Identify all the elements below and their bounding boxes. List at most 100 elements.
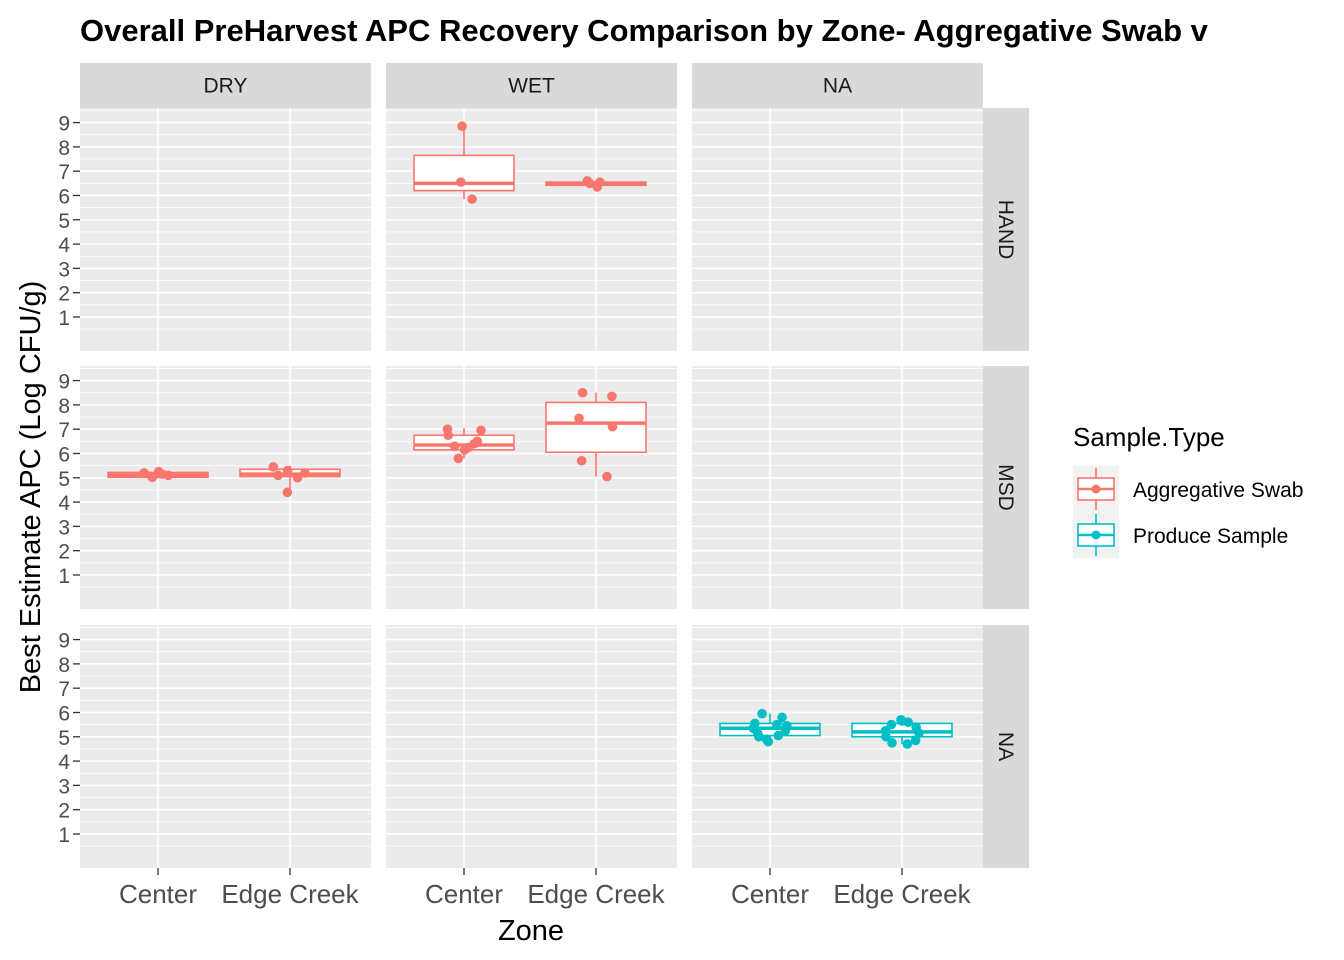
- y-tick-label: 3: [58, 258, 70, 281]
- data-point: [282, 487, 293, 498]
- legend-key-point: [1091, 530, 1101, 540]
- data-point: [910, 735, 921, 746]
- data-point: [607, 391, 617, 402]
- data-point: [443, 430, 453, 441]
- data-point: [282, 465, 293, 476]
- data-point: [754, 731, 764, 742]
- data-point: [292, 472, 303, 483]
- row-strip: [983, 108, 1029, 351]
- data-point: [607, 421, 618, 432]
- panel-background: [80, 366, 371, 609]
- y-tick-label: 2: [58, 541, 70, 564]
- y-tick-label: 5: [58, 210, 70, 233]
- y-tick-label: 6: [58, 702, 70, 725]
- panel-background: [386, 625, 677, 868]
- facet-panel: [692, 625, 983, 868]
- data-point: [886, 719, 897, 730]
- boxplot: [719, 708, 821, 747]
- data-point: [449, 441, 460, 451]
- data-point: [777, 712, 787, 723]
- facet-panel: [80, 108, 371, 351]
- y-tick-label: 1: [58, 565, 70, 588]
- y-tick-label: 8: [58, 654, 70, 677]
- col-strip: [80, 63, 371, 108]
- y-tick-label: 8: [58, 395, 70, 418]
- boxplot: [107, 466, 209, 483]
- box: [545, 401, 647, 454]
- data-point: [273, 470, 283, 481]
- x-axis-title: Zone: [498, 915, 564, 947]
- data-point: [773, 730, 784, 741]
- data-point: [574, 413, 584, 424]
- col-strip-label: WET: [508, 75, 555, 98]
- data-point: [896, 716, 907, 726]
- y-axis-title: Best Estimate APC (Log CFU/g): [15, 281, 47, 694]
- col-strip: [386, 63, 677, 108]
- legend-label: Aggregative Swab: [1133, 479, 1303, 502]
- y-tick-label: 2: [58, 283, 70, 306]
- row-strip-label: MSD: [994, 464, 1017, 511]
- data-point: [268, 462, 279, 472]
- col-strip-label: DRY: [204, 75, 248, 98]
- y-tick-label: 6: [58, 443, 70, 466]
- data-point: [453, 453, 464, 464]
- y-tick-label: 9: [58, 113, 70, 136]
- boxplot: [545, 387, 647, 482]
- facet-strips: DRY WET NA HAND MSD NA: [80, 63, 1029, 868]
- data-point: [457, 121, 467, 132]
- data-point: [469, 438, 480, 449]
- y-tick-label: 9: [58, 630, 70, 653]
- legend-key-point: [1091, 484, 1101, 494]
- data-point: [455, 177, 466, 187]
- data-point: [147, 472, 157, 483]
- row-strip-label: HAND: [994, 200, 1017, 260]
- data-point: [476, 425, 486, 436]
- chart-title: Overall PreHarvest APC Recovery Comparis…: [80, 13, 1209, 48]
- panels-layer: [80, 108, 983, 868]
- y-tick-label: 4: [58, 492, 70, 515]
- col-strip-label: NA: [823, 75, 852, 98]
- panel-background: [692, 366, 983, 609]
- data-point: [592, 182, 603, 192]
- panel-background: [692, 108, 983, 351]
- y-tick-label: 3: [58, 516, 70, 539]
- x-tick-label: Center: [119, 879, 197, 909]
- boxplot: [239, 462, 341, 498]
- data-point: [584, 178, 595, 189]
- data-point: [459, 445, 470, 455]
- boxplot: [413, 424, 515, 464]
- y-tick-label: 1: [58, 824, 70, 847]
- data-point: [467, 194, 477, 204]
- data-point: [914, 728, 924, 738]
- data-point: [902, 739, 913, 749]
- data-point: [577, 387, 588, 398]
- x-tick-label: Center: [425, 879, 503, 909]
- legend-item: Produce Sample: [1073, 512, 1288, 558]
- x-tick-label: Edge Creek: [833, 879, 971, 909]
- x-tick-label: Edge Creek: [527, 879, 665, 909]
- legend-item: Aggregative Swab: [1073, 466, 1303, 512]
- boxplot: [851, 714, 953, 749]
- x-tick-label: Edge Creek: [221, 879, 359, 909]
- x-tick-label: Center: [731, 879, 809, 909]
- col-strip: [692, 63, 983, 108]
- data-point: [757, 708, 767, 719]
- boxplot: [413, 121, 515, 204]
- panel-background: [386, 108, 677, 351]
- y-tick-label: 8: [58, 137, 70, 160]
- data-point: [300, 468, 310, 478]
- facet-panel: [692, 366, 983, 609]
- y-tick-label: 7: [58, 161, 70, 184]
- boxplot: [545, 176, 647, 192]
- y-tick-label: 1: [58, 307, 70, 330]
- facet-panel: [386, 625, 677, 868]
- y-tick-label: 5: [58, 727, 70, 750]
- data-point: [887, 738, 897, 748]
- y-tick-label: 7: [58, 678, 70, 701]
- panel-background: [692, 625, 983, 868]
- y-tick-label: 9: [58, 371, 70, 394]
- data-point: [780, 725, 791, 736]
- data-point: [771, 719, 782, 730]
